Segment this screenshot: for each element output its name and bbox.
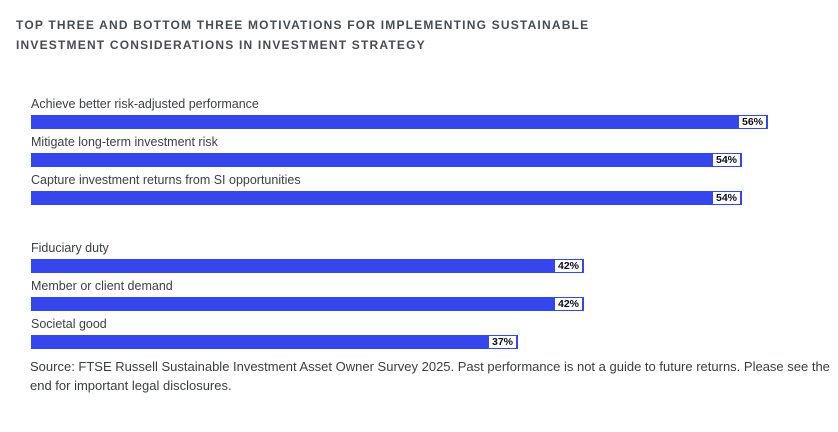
chart-title-line-1: TOP THREE AND BOTTOM THREE MOTIVATIONS F… xyxy=(16,18,590,32)
bar-category-label: Fiduciary duty xyxy=(31,241,109,255)
bar-row: Capture investment returns from SI oppor… xyxy=(31,173,838,205)
bar: 54% xyxy=(31,153,742,167)
bar-category-label: Mitigate long-term investment risk xyxy=(31,135,218,149)
bar-category-label: Capture investment returns from SI oppor… xyxy=(31,173,301,187)
bar-row: Mitigate long-term investment risk 54% xyxy=(31,135,838,167)
bar: 54% xyxy=(31,191,742,205)
bar-row: Societal good 37% xyxy=(31,317,838,349)
source-note: Source: FTSE Russell Sustainable Investm… xyxy=(30,359,830,393)
bar-category-label: Achieve better risk-adjusted performance xyxy=(31,97,259,111)
bar-value-label: 42% xyxy=(554,260,582,272)
bar-category-label: Societal good xyxy=(31,317,107,331)
bar-group-bottom-three: Fiduciary duty 42% Member or client demand… xyxy=(31,241,838,349)
bar-value-label: 37% xyxy=(488,336,516,348)
bar-value-label: 42% xyxy=(554,298,582,310)
chart-title: TOP THREE AND BOTTOM THREE MOTIVATIONS F… xyxy=(16,15,838,55)
bar-chart: Achieve better risk-adjusted performance… xyxy=(31,97,838,349)
bar-value-label: 54% xyxy=(712,154,740,166)
bar-group-top-three: Achieve better risk-adjusted performance… xyxy=(31,97,838,205)
bar: 42% xyxy=(31,297,584,311)
bar: 56% xyxy=(31,115,768,129)
bar: 42% xyxy=(31,259,584,273)
bar-value-label: 54% xyxy=(712,192,740,204)
bar-row: Member or client demand 42% xyxy=(31,279,838,311)
bar-row: Achieve better risk-adjusted performance… xyxy=(31,97,838,129)
bar-row: Fiduciary duty 42% xyxy=(31,241,838,273)
bar: 37% xyxy=(31,335,518,349)
chart-figure: TOP THREE AND BOTTOM THREE MOTIVATIONS F… xyxy=(0,15,838,432)
chart-title-line-2: INVESTMENT CONSIDERATIONS IN INVESTMENT … xyxy=(16,38,426,52)
bar-value-label: 56% xyxy=(738,116,766,128)
bar-category-label: Member or client demand xyxy=(31,279,173,293)
